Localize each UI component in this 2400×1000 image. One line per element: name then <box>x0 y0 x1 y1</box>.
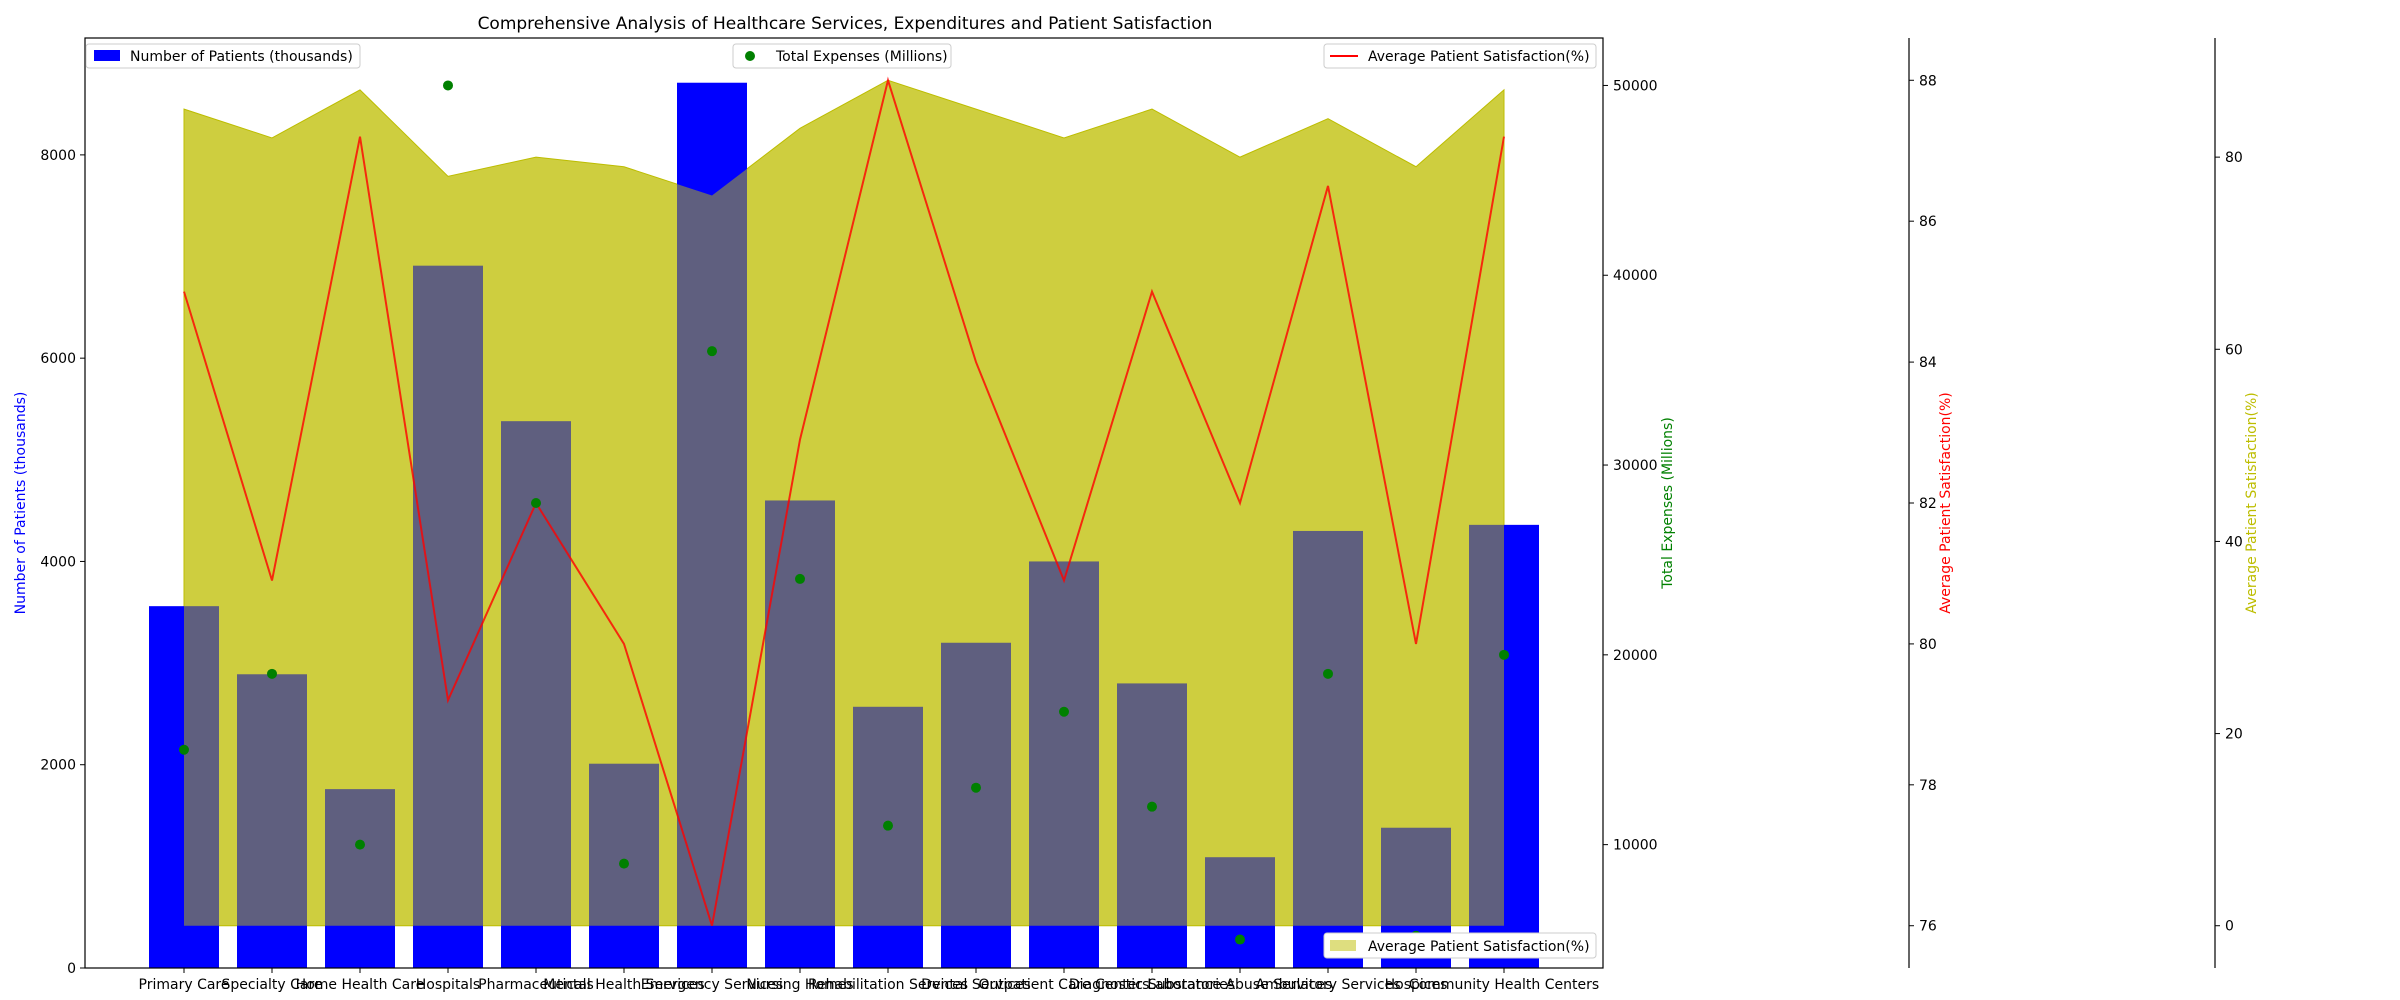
legend-satisfaction-area: Average Patient Satisfaction(%) <box>1323 932 1597 959</box>
x-tick-label: Emergency Services <box>641 977 783 993</box>
y-tick-label: 80 <box>1919 637 1937 653</box>
y-tick-label: 40 <box>2225 534 2243 550</box>
expense-point-14 <box>1323 668 1333 679</box>
x-tick-label: Outpatient Care Centers <box>979 977 1150 993</box>
legend-expenses-marker <box>745 51 755 61</box>
legend-satisfaction-area-label: Average Patient Satisfaction(%) <box>1368 939 1590 955</box>
y-tick-label: 78 <box>1919 778 1937 794</box>
chart-title: Comprehensive Analysis of Healthcare Ser… <box>478 14 1213 34</box>
satisfaction-area-axis: Average Patient Satisfaction(%) 0 20 40 60 8… <box>2214 38 2260 968</box>
expense-point-8 <box>795 573 805 584</box>
legend-satisfaction-line-label: Average Patient Satisfaction(%) <box>1368 49 1590 65</box>
expense-point-1 <box>179 744 189 755</box>
expense-point-6 <box>619 858 629 869</box>
satisfaction-area-axis-label: Average Patient Satisfaction(%) <box>2244 392 2260 614</box>
legend-patients-label: Number of Patients (thousands) <box>130 49 353 65</box>
expenses-axis: Total Expenses (Millions) 10000 20000 3000… <box>1603 78 1676 854</box>
x-tick-label: Community Health Centers <box>1409 977 1599 993</box>
x-tick-label: Home Health Care <box>296 977 425 993</box>
x-tick-label: Primary Care <box>139 977 230 993</box>
x-tick-label: Hospices <box>1385 977 1448 993</box>
x-tick-label: Rehabilitation Services <box>808 977 968 993</box>
expense-point-9 <box>883 820 893 831</box>
y-tick-label: 40000 <box>1613 268 1658 284</box>
satisfaction-area-tint <box>184 80 1504 926</box>
y-tick-label: 30000 <box>1613 458 1658 474</box>
expense-point-12 <box>1147 801 1157 812</box>
expense-point-16 <box>1499 649 1509 660</box>
x-tick-label: Specialty Care <box>221 977 322 993</box>
x-tick-label: Nursing Homes <box>746 977 853 993</box>
x-tick-label: Hospitals <box>416 977 480 993</box>
x-tick-label: Substance Abuse Services <box>1148 977 1332 993</box>
legend-satisfaction-area-swatch <box>1330 940 1356 951</box>
x-tick-label: Pharmaceuticals <box>478 977 594 993</box>
legend-expenses: Total Expenses (Millions) <box>732 43 952 69</box>
y-tick-label: 0 <box>67 961 76 977</box>
y-tick-label: 2000 <box>40 758 76 774</box>
satisfaction-line-layer <box>183 76 1505 927</box>
y-tick-label: 20 <box>2225 727 2243 743</box>
y-tick-label: 8000 <box>40 148 76 164</box>
expense-point-4 <box>443 80 453 91</box>
expense-point-5 <box>531 498 541 508</box>
y-tick-label: 80 <box>2225 150 2243 166</box>
x-tick-label: Diagnostic Laboratories <box>1069 977 1235 993</box>
left-axis-label: Number of Patients (thousands) <box>13 392 29 615</box>
expense-point-11 <box>1059 706 1069 717</box>
legend-patients: Number of Patients (thousands) <box>85 43 361 69</box>
x-tick-label: Mental Health Services <box>543 977 704 993</box>
x-tick-label: Dental Services <box>921 977 1031 993</box>
left-axis: Number of Patients (thousands) 0 2000 4000… <box>13 148 85 977</box>
y-tick-label: 10000 <box>1613 838 1658 854</box>
expense-point-3 <box>355 839 365 850</box>
satisfaction-line-axis-label: Average Patient Satisfaction(%) <box>1938 392 1954 614</box>
x-tick-label: Ambulatory Services <box>1255 977 1400 993</box>
expense-point-10 <box>971 782 981 793</box>
y-tick-label: 6000 <box>40 351 76 367</box>
y-tick-label: 50000 <box>1613 78 1658 94</box>
plot-frame <box>84 37 1604 969</box>
satisfaction-area-overlay <box>184 80 1504 926</box>
expense-point-13 <box>1235 934 1245 945</box>
expense-point-7 <box>707 346 717 357</box>
expenses-points <box>179 80 1509 945</box>
y-tick-label: 20000 <box>1613 648 1658 664</box>
satisfaction-line <box>183 76 1505 927</box>
expense-point-2 <box>267 668 277 679</box>
y-tick-label: 76 <box>1919 919 1937 935</box>
expenses-axis-label: Total Expenses (Millions) <box>1660 417 1676 590</box>
legend-expenses-label: Total Expenses (Millions) <box>775 49 948 65</box>
legend-patients-swatch <box>94 50 120 61</box>
y-tick-label: 82 <box>1919 496 1937 512</box>
y-tick-label: 60 <box>2225 342 2243 358</box>
legend-satisfaction-line: Average Patient Satisfaction(%) <box>1323 43 1597 69</box>
satisfaction-line-axis: Average Patient Satisfaction(%) 76 78 80 82… <box>1908 38 1954 968</box>
y-tick-label: 0 <box>2225 919 2234 935</box>
y-tick-label: 86 <box>1919 214 1937 230</box>
y-tick-label: 84 <box>1919 355 1937 371</box>
y-tick-label: 88 <box>1919 73 1937 89</box>
y-tick-label: 4000 <box>40 554 76 570</box>
